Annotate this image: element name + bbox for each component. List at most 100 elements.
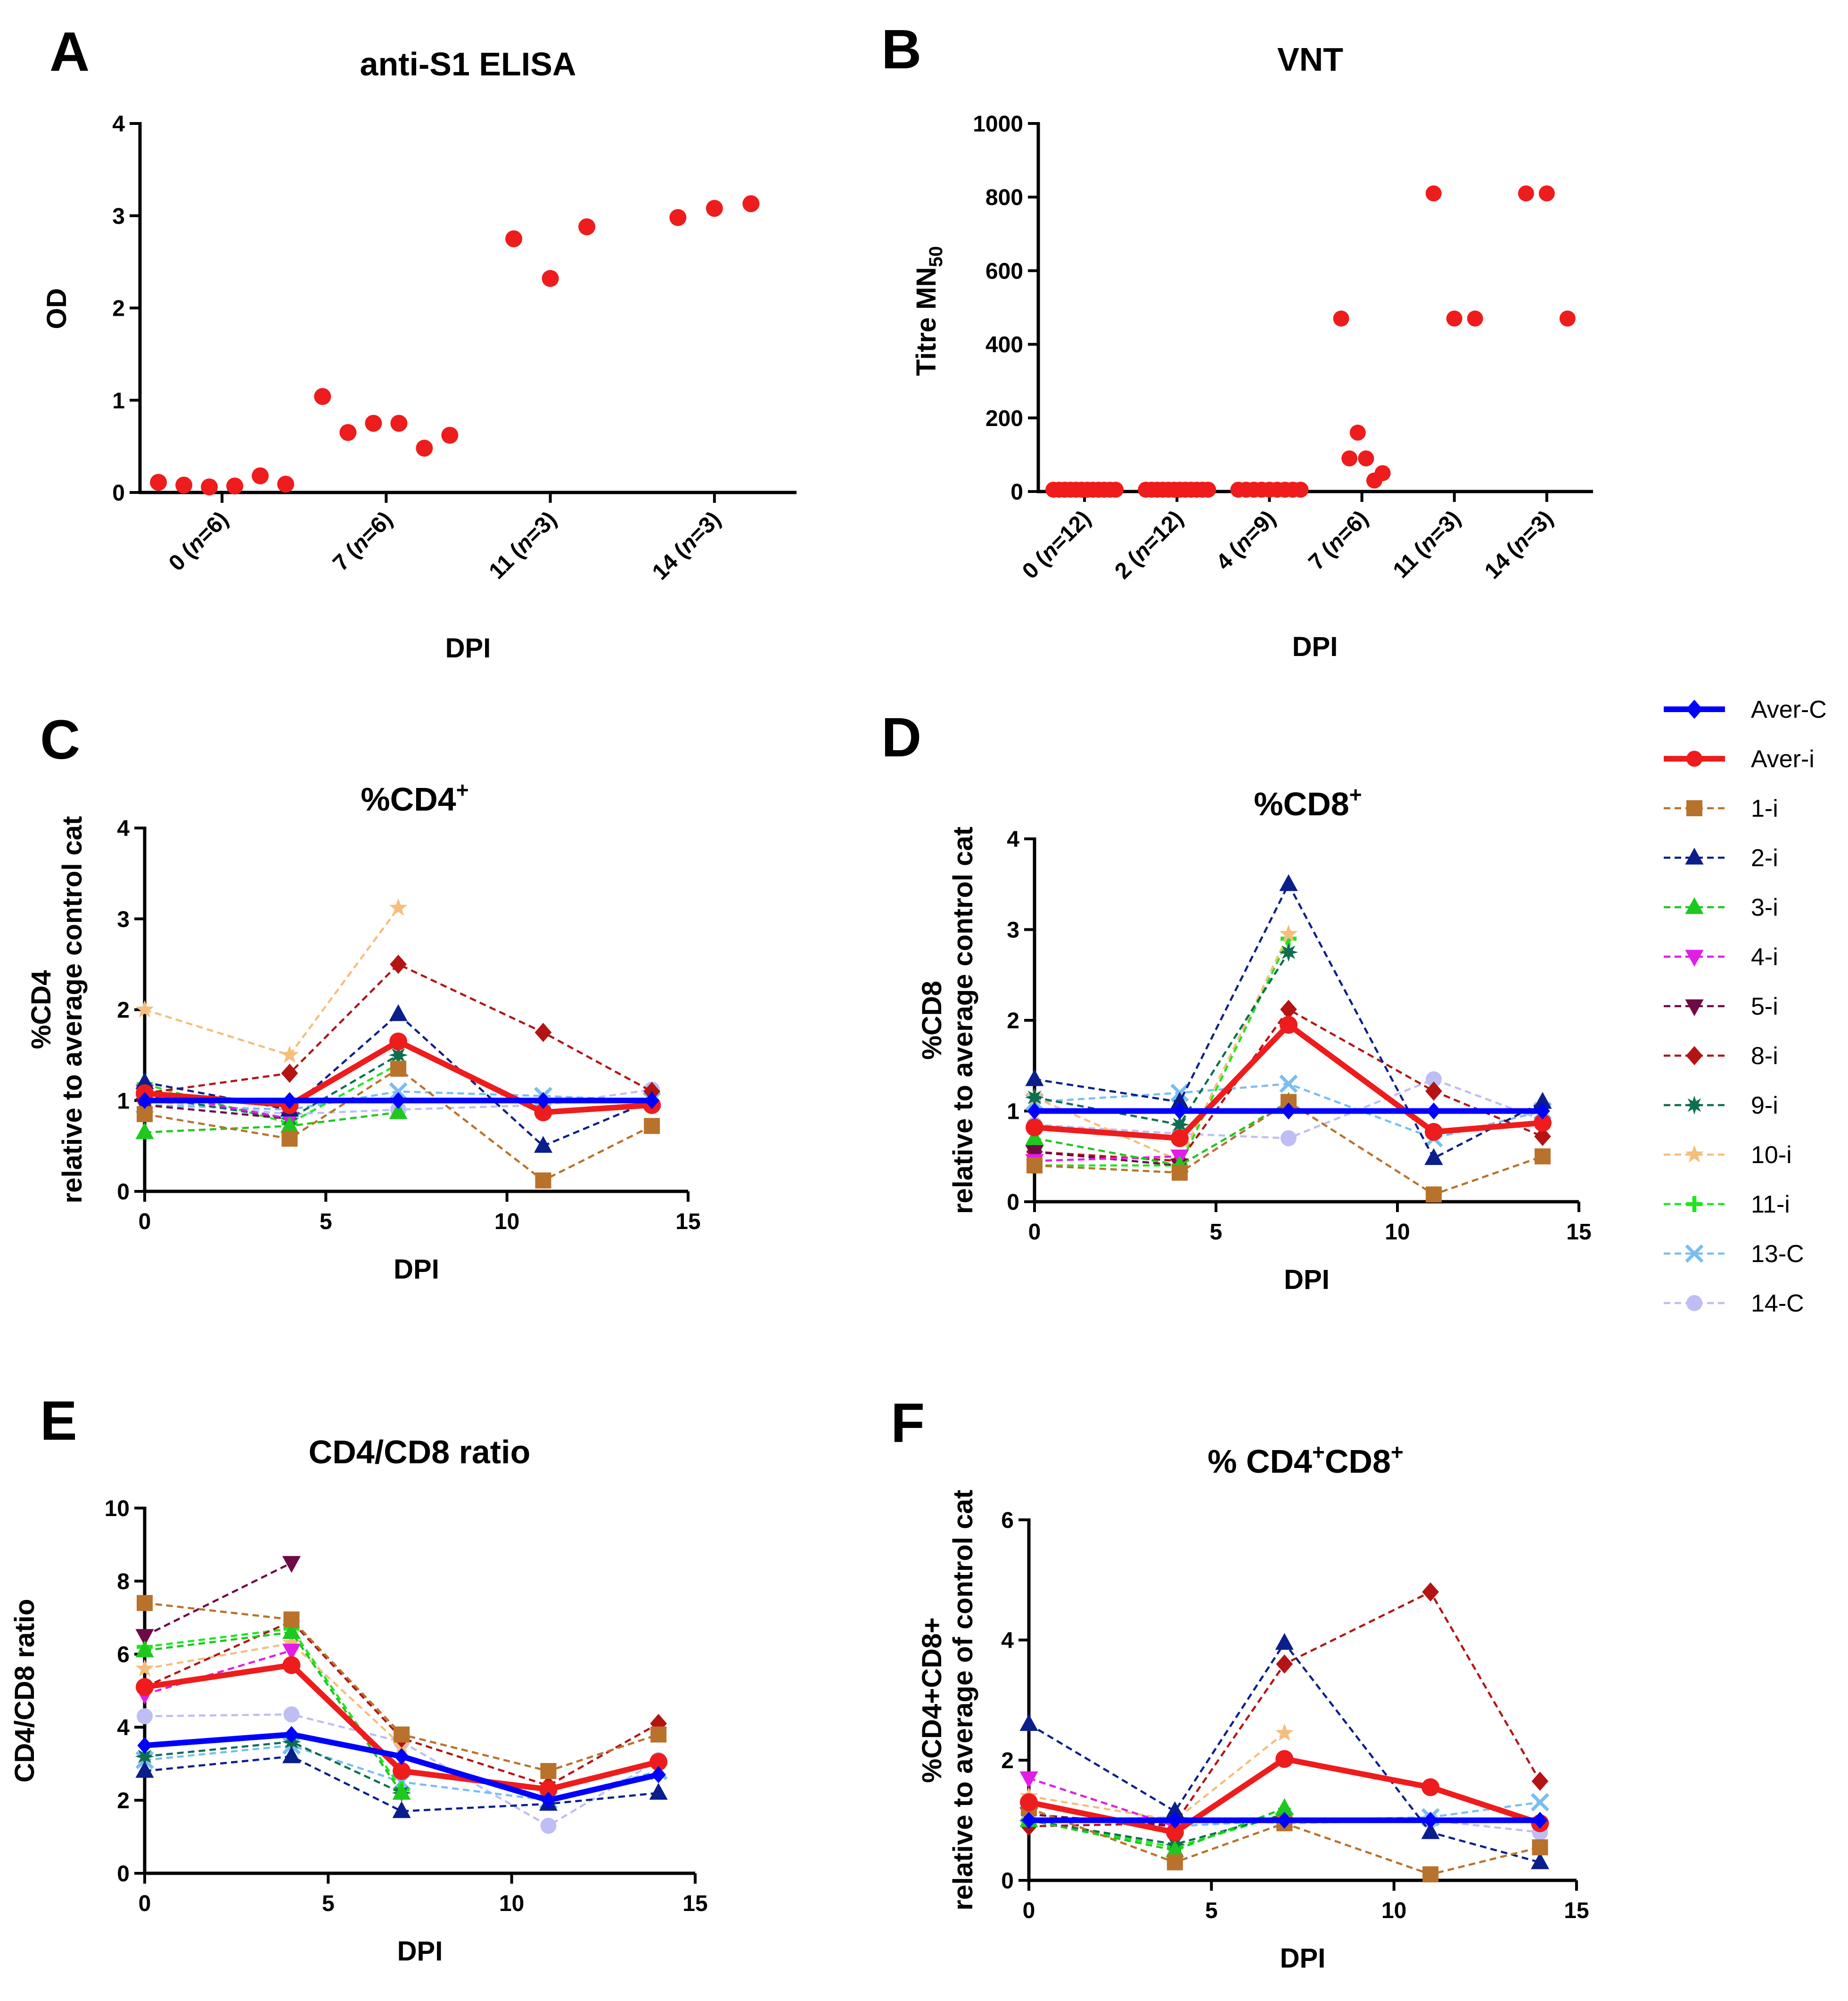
series-averI	[136, 1656, 668, 1798]
panel-label-B: B	[881, 18, 921, 81]
data-point-averC	[644, 1092, 659, 1109]
data-point-s3i	[135, 1640, 154, 1657]
series-averC	[1027, 1102, 1550, 1120]
data-point	[201, 478, 218, 496]
data-point	[252, 467, 269, 484]
data-point-s1i	[1166, 1854, 1183, 1870]
chart-title: %CD8+	[1254, 782, 1362, 822]
y-tick-label: 8	[117, 1569, 130, 1594]
data-point-averC	[1167, 1812, 1183, 1829]
legend-item-s14C: 14-C	[1664, 1290, 1804, 1317]
data-point-s14C	[1281, 1130, 1297, 1147]
data-point-averC	[1027, 1102, 1042, 1120]
legend-item-s5i: 5-i	[1664, 993, 1778, 1020]
data-point	[1333, 310, 1349, 327]
data-point-averI	[1421, 1778, 1440, 1796]
x-tick-label: 5	[1210, 1220, 1223, 1245]
legend-item-averI: Aver-i	[1664, 746, 1815, 773]
x-tick-label: 10	[1385, 1220, 1410, 1245]
series-line-s10i	[144, 907, 399, 1057]
data-point-s2i	[1424, 1148, 1443, 1165]
data-point-averI	[649, 1753, 668, 1771]
y-tick-label: 6	[1001, 1508, 1014, 1533]
legend-label: 8-i	[1751, 1042, 1778, 1070]
legend-marker-s13C	[1685, 1244, 1704, 1263]
x-category-label: 0(n=6)	[164, 507, 233, 576]
x-category-label: 7(n=6)	[328, 507, 397, 576]
legend-item-s8i: 8-i	[1664, 1042, 1778, 1070]
series-line-s5i	[144, 1562, 292, 1637]
legend-marker-s8i	[1686, 1046, 1703, 1066]
y-tick-label: 1	[1007, 1099, 1019, 1124]
data-point-averI	[534, 1103, 552, 1122]
data-point-s4i	[1019, 1771, 1038, 1788]
legend-item-s9i: 9-i	[1664, 1092, 1778, 1119]
legend-item-s10i: 10-i	[1664, 1141, 1792, 1169]
data-point	[1358, 450, 1374, 467]
data-point-s3i	[1275, 1798, 1294, 1815]
data-point	[277, 476, 295, 493]
data-point-s2i	[1421, 1822, 1440, 1839]
chart-title: CD4/CD8 ratio	[309, 1434, 531, 1470]
y-tick-label: 4	[117, 1715, 130, 1740]
y-tick-label: 0	[1010, 480, 1023, 505]
data-point	[365, 415, 382, 432]
x-tick-label: 10	[499, 1891, 524, 1916]
series-s8i	[136, 954, 660, 1103]
data-point-s2i	[649, 1783, 668, 1800]
panel-D-chart: %CD8+ 0 1 2 3 4 0 5 10 15 DPI %CD8 relative to avera…	[917, 782, 1592, 1295]
data-point	[441, 426, 459, 444]
x-category-label: 11(n=3)	[485, 507, 562, 584]
data-point-s1i	[390, 1060, 407, 1077]
chart-title: % CD4+CD8+	[1207, 1440, 1404, 1480]
data-point-s4i	[282, 1643, 301, 1661]
data-point	[1108, 482, 1124, 498]
y-tick-label: 2	[1007, 1009, 1019, 1033]
legend-marker-s1i	[1686, 800, 1702, 816]
y-tick-label: 3	[117, 907, 130, 932]
data-point-s10i	[280, 1045, 299, 1063]
x-tick-label: 15	[682, 1891, 707, 1916]
data-point-s3i	[1025, 1128, 1044, 1145]
data-point-averC	[651, 1766, 666, 1783]
series-line-s5i	[144, 1104, 290, 1120]
x-tick-label: 0	[1028, 1220, 1041, 1245]
data-point	[1200, 482, 1216, 498]
data-point-s13C	[1279, 1074, 1298, 1093]
panel-F-chart: % CD4+CD8+ 0 2 4 6 0 5 10 15 DPI %CD4+CD8+ relative…	[917, 1440, 1589, 1974]
data-point-s3i	[392, 1783, 411, 1800]
data-point-s10i	[1279, 924, 1298, 942]
panel-label-D: D	[881, 706, 921, 769]
legend-label: 10-i	[1751, 1141, 1792, 1169]
chart-title: %CD4+	[361, 778, 468, 818]
data-point-averC	[1172, 1102, 1187, 1120]
data-point-s8i	[1280, 1000, 1297, 1019]
data-point-s1i	[1535, 1148, 1551, 1165]
data-point-s5i	[282, 1556, 301, 1573]
series-line-s4i	[1034, 1155, 1180, 1162]
data-point	[1518, 185, 1534, 202]
legend: Aver-C Aver-i 1-i 2-i 3-i 4-i 5-i 8-i 9-i 10-i 11-…	[1664, 696, 1827, 1317]
y-tick-label: 4	[1007, 827, 1019, 852]
data-point-s1i	[1426, 1186, 1442, 1203]
series-line-s11i	[144, 1627, 402, 1790]
legend-label: Aver-i	[1751, 746, 1815, 773]
data-point-averC	[282, 1092, 297, 1109]
data-point-s1i	[1532, 1839, 1548, 1855]
y-axis-label: %CD4+CD8+	[917, 1617, 947, 1783]
x-category-label: 0(n=12)	[1018, 506, 1096, 584]
y-tick-label: 1000	[973, 112, 1023, 137]
series-s9i	[1025, 943, 1298, 1134]
data-point-s5i	[1025, 1145, 1044, 1162]
data-point-s1i	[540, 1763, 557, 1779]
x-tick-label: 10	[1381, 1898, 1406, 1923]
y-axis-label: relative to average control cat	[948, 827, 978, 1214]
y-tick-label: 2	[117, 998, 130, 1023]
data-point	[150, 474, 167, 491]
data-point-s13C	[1531, 1793, 1550, 1812]
legend-label: Aver-C	[1751, 696, 1827, 723]
y-tick-label: 3	[112, 204, 125, 229]
series-line-s4i	[144, 1649, 292, 1696]
series-line-s4i	[1028, 1777, 1175, 1828]
